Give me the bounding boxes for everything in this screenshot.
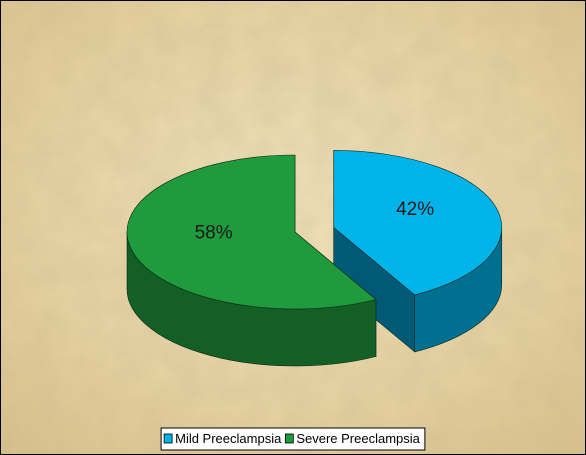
legend-swatch	[284, 433, 294, 444]
legend-label: Severe Preeclampsia	[296, 431, 420, 446]
slice	[126, 154, 377, 310]
pie: 42% 58%	[126, 150, 503, 367]
data-label: 58%	[195, 223, 233, 244]
legend-label: Mild Preeclampsia	[175, 431, 282, 446]
legend: Mild Preeclampsia Severe Preeclampsia	[160, 427, 426, 451]
data-label: 42%	[396, 199, 434, 220]
slice	[333, 150, 503, 296]
legend-swatch	[163, 433, 173, 444]
